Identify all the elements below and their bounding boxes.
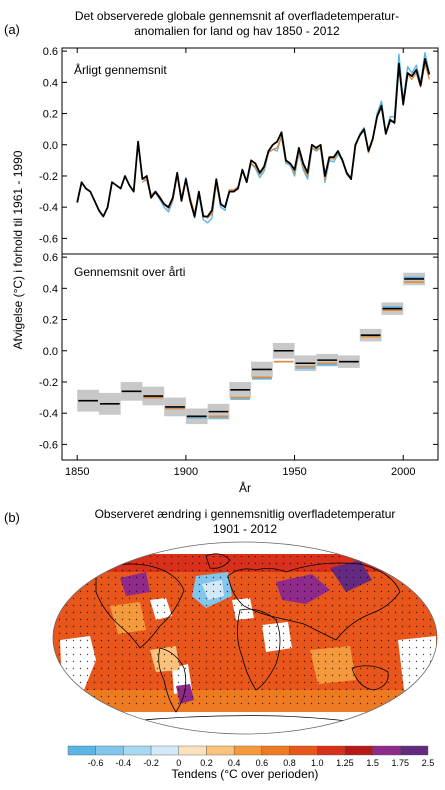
colorbar-tick-label: 2.5 xyxy=(422,758,435,768)
annual-panel: Årligt gennemsnit -0.6 -0.4 -0.2 0.0 0.2 0.4 0… xyxy=(39,46,439,255)
y-tick-label: 0.6 xyxy=(43,46,58,58)
map-coastlines xyxy=(95,553,401,725)
colorbar-tick-label: 1.25 xyxy=(336,758,354,768)
annual-series-line xyxy=(141,52,430,224)
x-tick-label: 1850 xyxy=(65,466,89,478)
panel-b-title-line1: Observeret ændring i gennemsnitlig overf… xyxy=(95,507,396,521)
colorbar-segment xyxy=(317,745,346,756)
colorbar-label: Tendens (°C over perioden) xyxy=(172,767,319,781)
panel-a-title-line2: anomalien for land og hav 1850 - 2012 xyxy=(134,24,340,38)
x-tick-label: 1900 xyxy=(174,466,198,478)
panel-a-title-line1: Det observerede globale gennemsnit af ov… xyxy=(75,9,399,23)
colorbar-segment xyxy=(95,745,124,756)
y-tick-label: -0.6 xyxy=(39,233,58,245)
y-tick-label: -0.2 xyxy=(39,377,58,389)
x-axis: 1850 1900 1950 2000 xyxy=(65,48,415,478)
colorbar-tick-label: 0.8 xyxy=(283,758,296,768)
annual-panel-title: Årligt gennemsnit xyxy=(74,62,167,77)
y-tick-label: 0.4 xyxy=(43,283,58,295)
decadal-panel: Gennemsnit over årti -0.6 -0.4 -0.2 0.0 0.2 0… xyxy=(39,48,439,478)
colorbar: -0.6 -0.4 -0.2 0 0.2 0.4 0.6 0.8 1.0 1.25 1.5 1.75 2… xyxy=(67,745,435,768)
colorbar-segment xyxy=(233,745,263,756)
colorbar-segment xyxy=(123,745,152,756)
y-tick-label: 0.4 xyxy=(43,77,58,89)
colorbar-tick-label: 0 xyxy=(176,758,181,768)
y-tick-label: -0.6 xyxy=(39,439,58,451)
y-axis-label: Afvigelse (°C) i forhold til 1961 - 1990 xyxy=(11,150,25,349)
y-tick-label: -0.2 xyxy=(39,171,58,183)
colorbar-tick-label: -0.6 xyxy=(88,758,104,768)
y-tick-label: 0.0 xyxy=(43,140,58,152)
annual-panel-frame xyxy=(61,47,439,255)
colorbar-segment xyxy=(344,745,373,756)
panel-b-title-line2: 1901 - 2012 xyxy=(213,522,277,536)
colorbar-segment xyxy=(261,745,290,756)
colorbar-segment xyxy=(67,745,96,756)
x-tick-label: 1950 xyxy=(282,466,306,478)
map-significance-stipple xyxy=(53,556,437,706)
decadal-y-axis: -0.6 -0.4 -0.2 0.0 0.2 0.4 0.6 xyxy=(39,252,438,451)
map-nodata-arctic xyxy=(53,542,437,554)
decadal-series xyxy=(77,272,425,425)
panel-b-letter: (b) xyxy=(4,510,20,525)
temperature-trend-map xyxy=(52,541,438,735)
x-axis-label: År xyxy=(239,480,251,495)
colorbar-segment xyxy=(206,745,235,756)
annual-series xyxy=(76,52,431,224)
colorbar-segment xyxy=(150,745,179,756)
colorbar-segment xyxy=(372,745,401,756)
y-tick-label: 0.2 xyxy=(43,109,58,121)
colorbar-segment xyxy=(289,745,318,756)
colorbar-tick-label: 1.5 xyxy=(366,758,379,768)
y-tick-label: 0.0 xyxy=(43,346,58,358)
colorbar-tick-label: 0.2 xyxy=(200,758,213,768)
panel-a-letter: (a) xyxy=(4,22,20,37)
y-tick-label: 0.2 xyxy=(43,315,58,327)
colorbar-segment xyxy=(178,745,207,756)
x-tick-label: 2000 xyxy=(391,466,415,478)
y-tick-label: -0.4 xyxy=(39,408,58,420)
colorbar-tick-label: -0.4 xyxy=(116,758,132,768)
decadal-panel-frame xyxy=(61,253,439,461)
colorbar-tick-label: 0.6 xyxy=(256,758,269,768)
annual-series-line xyxy=(141,62,430,219)
colorbar-tick-label: 1.0 xyxy=(311,758,324,768)
colorbar-tick-label: 0.4 xyxy=(228,758,241,768)
y-tick-label: 0.6 xyxy=(43,252,58,264)
colorbar-tick-label: 1.75 xyxy=(392,758,410,768)
annual-y-axis: -0.6 -0.4 -0.2 0.0 0.2 0.4 0.6 xyxy=(39,46,438,245)
y-tick-label: -0.4 xyxy=(39,202,58,214)
colorbar-segment xyxy=(400,745,429,756)
decadal-panel-title: Gennemsnit over årti xyxy=(74,265,185,279)
colorbar-tick-label: -0.2 xyxy=(143,758,159,768)
map-outline xyxy=(52,541,438,735)
annual-series-line xyxy=(76,58,431,218)
